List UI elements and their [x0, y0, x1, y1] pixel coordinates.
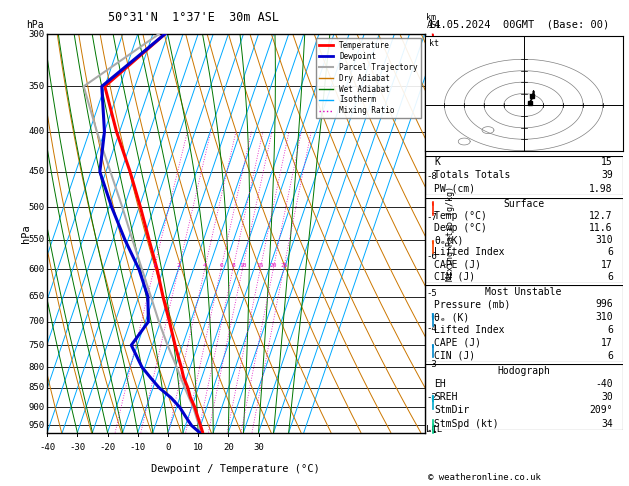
Text: 850: 850 — [28, 383, 44, 392]
Text: 20: 20 — [270, 263, 277, 268]
Text: 25: 25 — [280, 263, 287, 268]
Text: 550: 550 — [28, 235, 44, 244]
Text: Dewpoint / Temperature (°C): Dewpoint / Temperature (°C) — [152, 465, 320, 474]
Text: 0: 0 — [165, 442, 170, 451]
Text: 900: 900 — [28, 402, 44, 412]
Text: 209°: 209° — [589, 405, 613, 416]
Text: Most Unstable: Most Unstable — [486, 287, 562, 296]
Text: Lifted Index: Lifted Index — [435, 325, 505, 335]
Text: 6: 6 — [607, 325, 613, 335]
Text: 15: 15 — [257, 263, 264, 268]
Text: -30: -30 — [69, 442, 86, 451]
Legend: Temperature, Dewpoint, Parcel Trajectory, Dry Adiabat, Wet Adiabat, Isotherm, Mi: Temperature, Dewpoint, Parcel Trajectory… — [316, 38, 421, 119]
Text: 39: 39 — [601, 171, 613, 180]
Text: -7: -7 — [426, 213, 437, 222]
Text: 2: 2 — [177, 263, 181, 268]
Text: © weatheronline.co.uk: © weatheronline.co.uk — [428, 473, 540, 482]
Text: Mixing Ratio (g/kg): Mixing Ratio (g/kg) — [447, 186, 455, 281]
Text: 6: 6 — [607, 247, 613, 258]
Text: θₑ (K): θₑ (K) — [435, 312, 470, 322]
Text: K: K — [435, 157, 440, 167]
Text: LCL: LCL — [426, 425, 443, 434]
Text: Temp (°C): Temp (°C) — [435, 211, 487, 221]
Text: -6: -6 — [426, 252, 437, 260]
Text: 700: 700 — [28, 317, 44, 326]
Text: 30: 30 — [601, 392, 613, 402]
Text: 6: 6 — [607, 272, 613, 282]
Text: -3: -3 — [426, 360, 437, 368]
Text: StmDir: StmDir — [435, 405, 470, 416]
Text: -8: -8 — [426, 173, 437, 181]
Text: Lifted Index: Lifted Index — [435, 247, 505, 258]
Text: -40: -40 — [595, 379, 613, 389]
Text: Hodograph: Hodograph — [497, 366, 550, 376]
Text: CIN (J): CIN (J) — [435, 272, 476, 282]
Text: 20: 20 — [223, 442, 234, 451]
Text: 34: 34 — [601, 418, 613, 429]
Text: 450: 450 — [28, 167, 44, 176]
Text: 350: 350 — [28, 82, 44, 91]
Text: 300: 300 — [28, 30, 44, 38]
Text: 15: 15 — [601, 157, 613, 167]
Text: 11.6: 11.6 — [589, 223, 613, 233]
Text: Dewp (°C): Dewp (°C) — [435, 223, 487, 233]
Text: 30: 30 — [253, 442, 264, 451]
Text: 800: 800 — [28, 363, 44, 372]
Text: CAPE (J): CAPE (J) — [435, 338, 481, 348]
Text: 950: 950 — [28, 421, 44, 430]
Text: -10: -10 — [130, 442, 146, 451]
Text: -2: -2 — [426, 393, 437, 402]
Text: 1: 1 — [152, 263, 156, 268]
Text: -1: -1 — [426, 426, 437, 435]
Text: -4: -4 — [426, 325, 437, 333]
Text: 6: 6 — [607, 351, 613, 361]
Text: 14.05.2024  00GMT  (Base: 00): 14.05.2024 00GMT (Base: 00) — [428, 19, 609, 29]
Text: 6: 6 — [220, 263, 223, 268]
Text: 8: 8 — [231, 263, 235, 268]
Text: 4: 4 — [203, 263, 207, 268]
Text: 10: 10 — [239, 263, 247, 268]
Text: 310: 310 — [595, 235, 613, 245]
Text: 10: 10 — [192, 442, 204, 451]
Text: EH: EH — [435, 379, 446, 389]
Text: 310: 310 — [595, 312, 613, 322]
Text: 50°31'N  1°37'E  30m ASL: 50°31'N 1°37'E 30m ASL — [108, 11, 279, 24]
Text: hPa: hPa — [21, 224, 31, 243]
Text: θₑ(K): θₑ(K) — [435, 235, 464, 245]
Text: -40: -40 — [39, 442, 55, 451]
Text: 650: 650 — [28, 292, 44, 301]
Text: 12.7: 12.7 — [589, 211, 613, 221]
Text: 400: 400 — [28, 127, 44, 136]
Text: kt: kt — [428, 38, 438, 48]
Text: 17: 17 — [601, 338, 613, 348]
Text: StmSpd (kt): StmSpd (kt) — [435, 418, 499, 429]
Text: km
ASL: km ASL — [426, 13, 442, 30]
Text: SREH: SREH — [435, 392, 458, 402]
Text: Pressure (mb): Pressure (mb) — [435, 299, 511, 310]
Text: 500: 500 — [28, 203, 44, 212]
Text: 600: 600 — [28, 265, 44, 274]
Text: 1.98: 1.98 — [589, 184, 613, 194]
Text: 17: 17 — [601, 260, 613, 270]
Text: 996: 996 — [595, 299, 613, 310]
Text: Totals Totals: Totals Totals — [435, 171, 511, 180]
Text: PW (cm): PW (cm) — [435, 184, 476, 194]
Text: -5: -5 — [426, 289, 437, 298]
Text: 750: 750 — [28, 341, 44, 350]
Text: Surface: Surface — [503, 199, 544, 209]
Text: hPa: hPa — [26, 20, 44, 30]
Text: CIN (J): CIN (J) — [435, 351, 476, 361]
Text: -20: -20 — [99, 442, 116, 451]
Text: CAPE (J): CAPE (J) — [435, 260, 481, 270]
